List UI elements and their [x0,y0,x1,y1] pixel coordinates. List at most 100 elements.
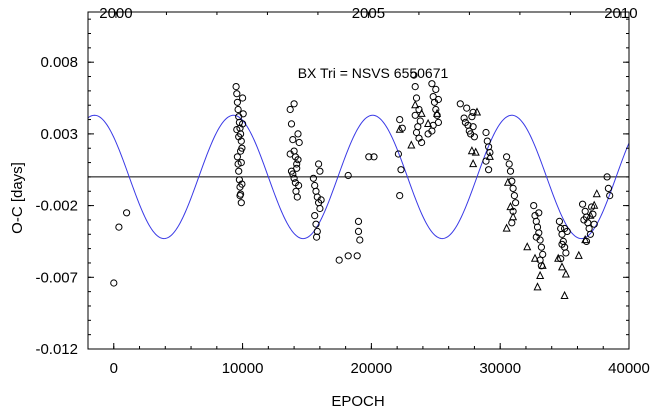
data-point-triangle [417,108,426,117]
data-point-triangle [574,250,583,259]
data-point-circle [356,236,364,244]
x-tick-label: 30000 [479,360,521,377]
data-point-circle [344,252,352,260]
data-point-circle [239,120,247,128]
data-point-circle [115,223,123,231]
data-point-circle [415,105,423,114]
data-point-triangle [411,100,420,109]
x-tick-label: 10000 [222,360,264,377]
data-point-circle [236,192,244,200]
data-point-circle [235,167,243,175]
data-point-circle [535,209,543,217]
data-point-triangle [533,282,542,291]
data-point-triangle [423,118,433,127]
data-point-triangle [395,124,404,133]
data-point-triangle [503,177,513,186]
data-point-circle [533,223,542,231]
data-point-triangle [471,147,480,156]
data-point-triangle [432,108,442,117]
data-point-circle [233,153,241,161]
data-point-triangle [472,107,482,116]
data-point-triangle [536,270,545,279]
data-point-triangle [590,200,599,209]
data-point-circle [506,167,515,175]
data-point-circle [316,204,324,213]
data-point-circle [289,170,297,178]
data-point-circle [563,227,571,235]
data-point-triangle [561,269,570,278]
data-point-circle [555,217,564,225]
data-point-circle [290,100,298,108]
data-point-circle [604,184,613,192]
data-point-circle [486,148,494,157]
data-point-circle [424,130,432,138]
data-point-circle [586,230,595,238]
plot-frame [87,11,630,350]
data-point-circle [294,130,302,138]
data-point-circle [456,100,464,108]
data-point-circle [505,160,513,168]
data-point-circle [539,250,547,258]
data-point-circle [532,233,540,241]
data-point-circle [316,167,324,175]
data-point-triangle [508,212,518,221]
data-point-triangle [467,146,476,155]
data-point-circle [238,180,246,188]
data-point-triangle [538,260,547,269]
data-point-circle [293,164,301,172]
data-point-triangle [530,253,540,262]
top-tick-label: 2010 [604,5,637,22]
data-point-triangle [523,242,532,251]
axis-ticks: 0 10000 20000 30000 40000 0.008 0.003 -0.002 -0.… [35,5,649,377]
data-point-circle [397,166,405,174]
data-point-circle [232,83,240,91]
data-point-circle [110,279,118,287]
data-point-circle [233,90,241,98]
data-point-circle [482,157,490,165]
data-point-triangle [407,140,416,149]
data-point-circle [292,187,300,195]
data-point-circle [470,133,478,141]
data-point-circle [606,192,614,200]
data-point-circle [579,200,587,208]
data-point-circle [233,126,241,134]
data-point-circle [509,184,517,192]
data-point-circle [233,98,241,106]
data-point-circle [317,196,325,204]
data-point-circle [313,233,321,241]
data-point-circle [370,153,378,161]
data-point-circle [468,113,476,121]
data-point-circle [234,105,242,114]
x-tick-label: 20000 [351,360,393,377]
data-point-circle [237,159,245,167]
data-point-circle [411,111,419,119]
data-point-circle [286,105,294,114]
data-point-circle [469,123,477,131]
data-point-circle [581,207,589,215]
data-point-circle [294,156,302,164]
data-point-circle [353,252,361,260]
data-point-circle [580,216,588,224]
y-tick-label: -0.007 [35,269,78,286]
data-point-circle [412,94,421,102]
data-point-circle [410,71,418,79]
data-point-circle [293,160,301,168]
y-tick-label: 0.008 [40,54,78,71]
data-point-circle [309,174,317,182]
data-point-triangle [506,201,515,211]
data-point-circle [414,123,422,131]
data-point-circle [295,138,303,147]
data-point-circle [558,240,566,248]
data-point-circle [588,203,596,211]
data-point-circle [512,199,520,207]
data-point-triangle [469,158,478,168]
data-point-circle [418,138,426,147]
data-point-circle [315,160,323,168]
data-point-circle [537,243,546,251]
data-point-circle [311,181,319,190]
data-point-circle [335,256,343,264]
data-point-circle [312,220,320,228]
top-tick-label: 2000 [99,5,132,22]
data-point-triangle [502,223,511,232]
data-point-circle [394,150,402,158]
